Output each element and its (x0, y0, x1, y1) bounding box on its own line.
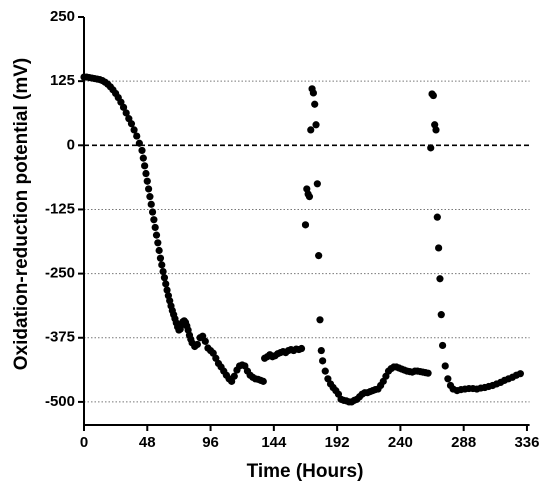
data-point (146, 193, 154, 201)
x-tick-label: 336 (514, 434, 539, 451)
data-point (435, 244, 443, 252)
y-tick-label: -500 (45, 393, 75, 410)
data-point (309, 89, 317, 97)
data-point (316, 316, 324, 324)
data-point (158, 261, 166, 269)
data-point (141, 162, 149, 170)
x-tick-label: 192 (325, 434, 350, 451)
data-point (312, 121, 320, 129)
data-point (315, 252, 323, 260)
data-point (424, 369, 432, 377)
x-tick-label: 48 (139, 434, 156, 451)
data-point (159, 267, 167, 276)
y-axis-title: Oxidation-reduction potential (mV) (11, 58, 32, 370)
data-point (162, 280, 170, 288)
data-point (122, 109, 130, 117)
y-tick-label: -375 (45, 329, 75, 346)
data-point (432, 126, 440, 134)
data-point (119, 103, 128, 111)
x-tick-label: 0 (80, 434, 88, 451)
data-point (297, 344, 306, 353)
data-point (516, 370, 524, 378)
data-point (319, 357, 327, 365)
data-point (427, 144, 435, 152)
data-point (135, 139, 143, 147)
data-point (433, 213, 441, 221)
x-axis-title: Time (Hours) (247, 461, 364, 482)
data-point (133, 132, 141, 140)
x-tick-label: 240 (388, 434, 413, 451)
data-point (144, 185, 153, 193)
data-point (155, 246, 163, 255)
data-point (305, 193, 314, 201)
data-point (230, 372, 238, 380)
x-tick-label: 96 (202, 434, 219, 451)
data-point (127, 120, 136, 128)
data-point (156, 254, 165, 262)
data-point (444, 375, 452, 383)
data-point (152, 231, 161, 239)
data-point (151, 223, 159, 232)
data-point (160, 274, 169, 282)
data-point (193, 340, 201, 349)
data-point (311, 100, 319, 108)
y-tick-label: 125 (50, 72, 75, 89)
data-point (313, 180, 321, 188)
data-point (307, 126, 315, 134)
data-point (438, 341, 447, 350)
data-point (429, 91, 437, 100)
data-point (139, 154, 147, 162)
data-point (301, 221, 310, 229)
y-tick-label: -250 (45, 265, 75, 282)
data-point (436, 275, 444, 283)
y-tick-label: -125 (45, 200, 75, 217)
y-tick-label: 250 (50, 8, 75, 25)
data-point (142, 169, 150, 178)
y-tick-label: 0 (67, 136, 75, 153)
data-point (147, 200, 155, 208)
data-point (321, 367, 329, 375)
data-point (143, 177, 151, 185)
data-point (130, 126, 138, 134)
x-tick-label: 144 (261, 434, 287, 451)
data-point (259, 377, 267, 385)
data-point (154, 239, 162, 247)
data-point (150, 216, 158, 224)
data-point (437, 311, 445, 319)
data-point (163, 286, 171, 294)
data-point (138, 146, 146, 155)
x-tick-label: 288 (451, 434, 476, 451)
data-point (148, 208, 157, 216)
data-point (201, 337, 209, 345)
data-point (441, 362, 449, 370)
data-point (317, 346, 325, 355)
